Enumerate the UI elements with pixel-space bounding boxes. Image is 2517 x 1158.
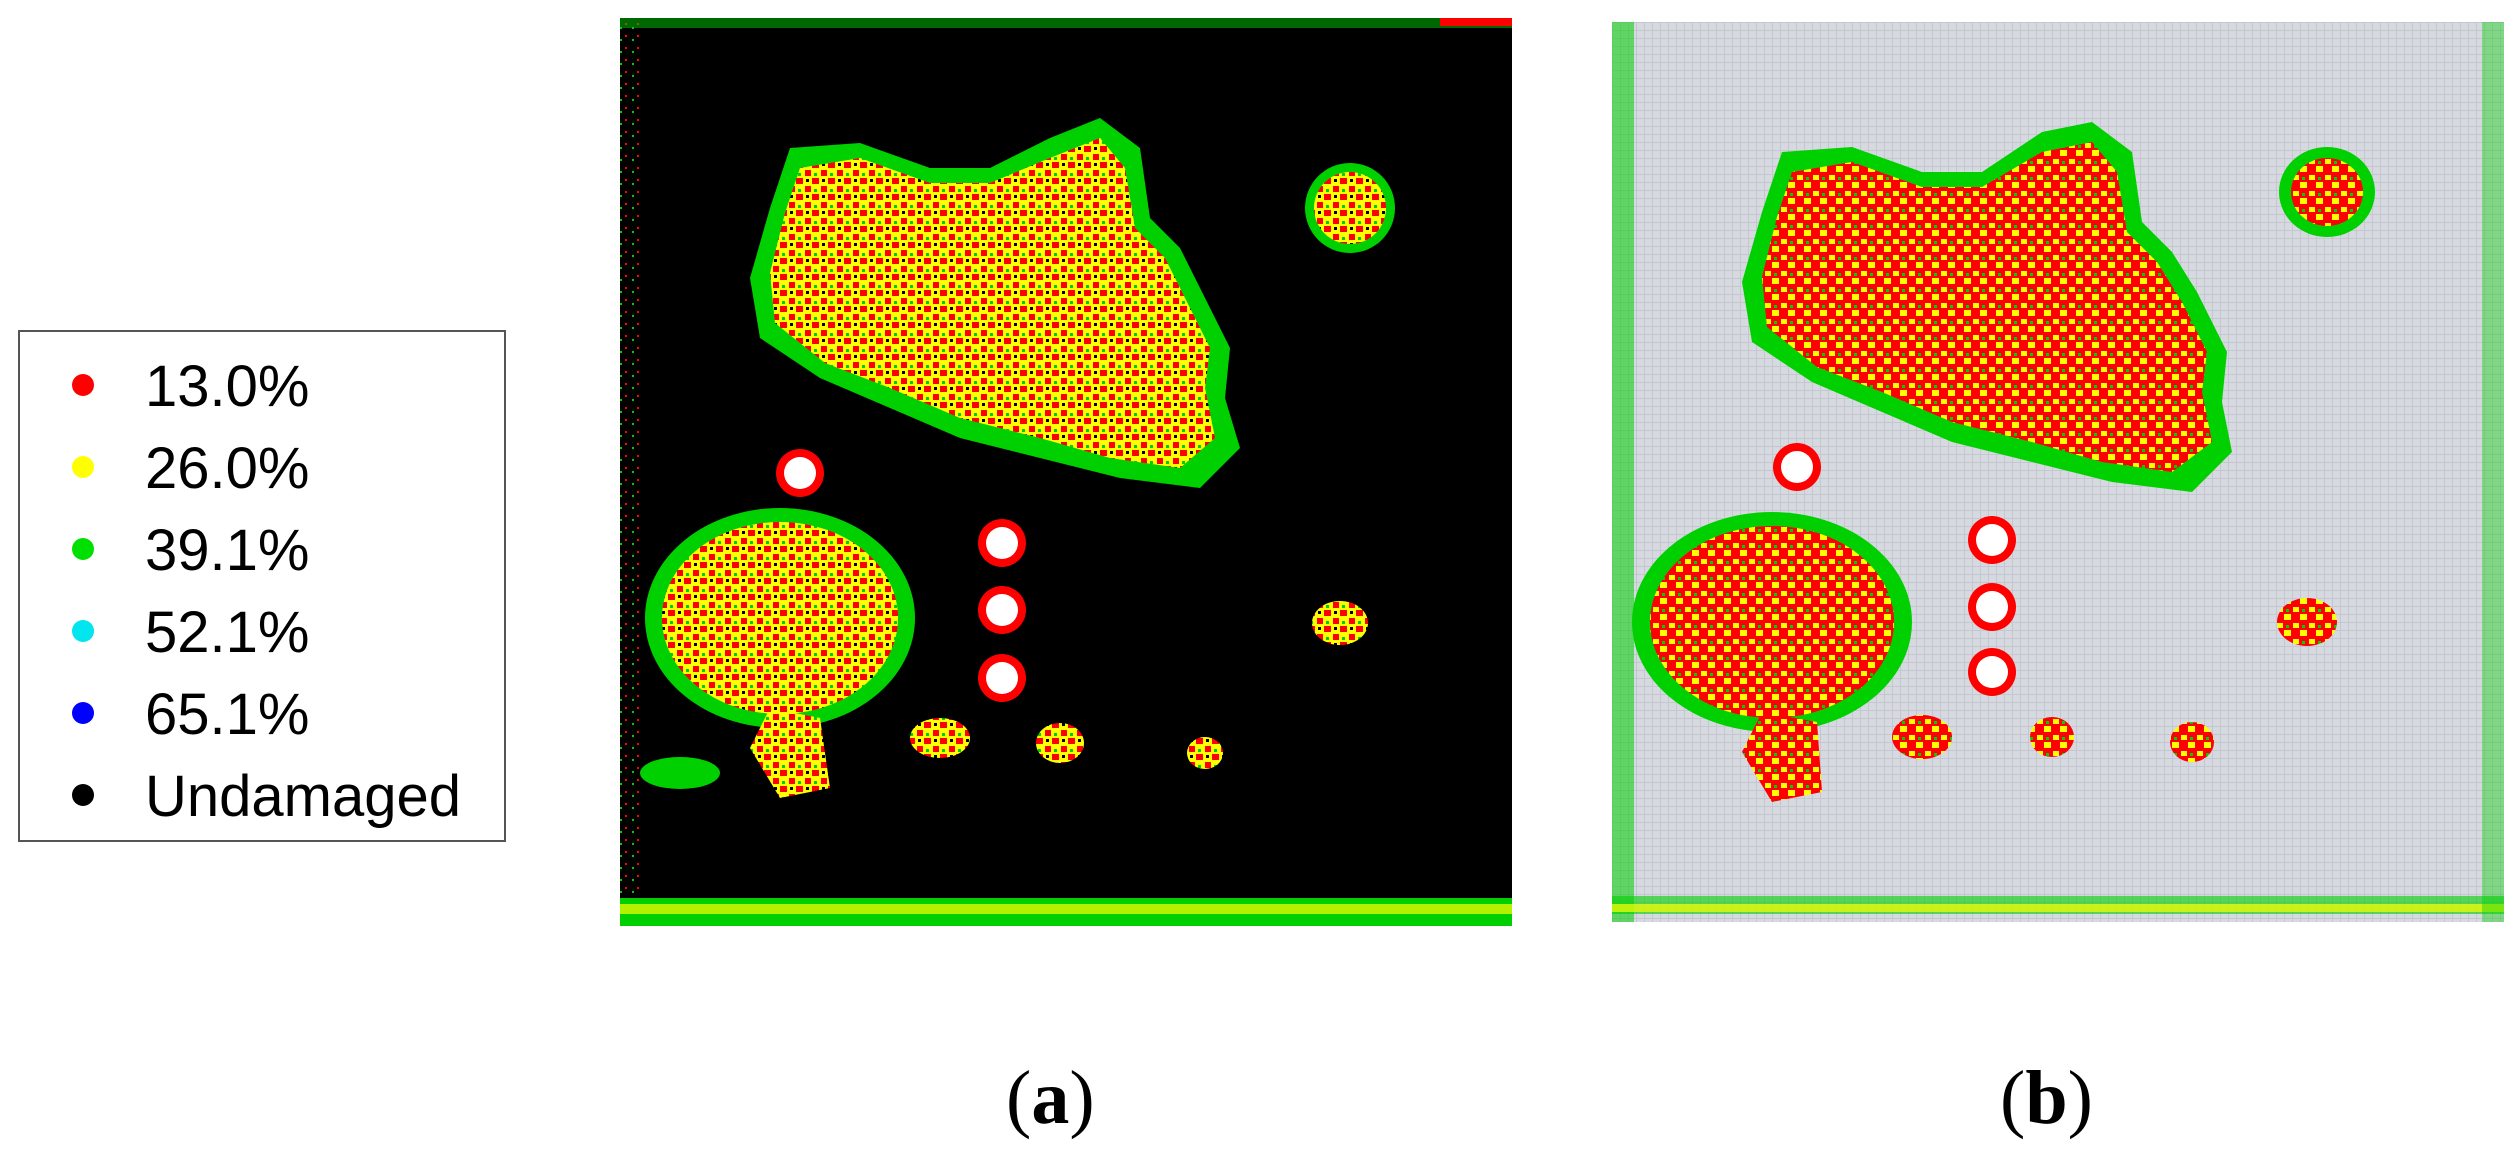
legend-dot-yellow — [72, 456, 94, 478]
edge-damage-top — [620, 18, 1512, 28]
legend-item-65: 65.1% — [20, 678, 504, 750]
damage-spot — [1187, 737, 1223, 769]
damage-legend: 13.0% 26.0% 39.1% 52.1% 65.1% Undamaged — [18, 330, 506, 842]
hole-marker — [978, 519, 1026, 567]
damage-spot — [2030, 717, 2074, 757]
caption-paren-open: ( — [1006, 1056, 1032, 1140]
hole-marker — [776, 449, 824, 497]
legend-label: 65.1% — [145, 682, 310, 747]
damage-map-panel-b — [1612, 22, 2504, 922]
legend-item-39: 39.1% — [20, 514, 504, 586]
damage-region-lower-left-core — [1650, 526, 1894, 718]
damage-spot — [640, 757, 720, 789]
damage-spot — [910, 718, 970, 758]
panel-a-caption: (a) — [1006, 1058, 1095, 1138]
hole-marker — [978, 654, 1026, 702]
damage-region-top-right-core — [2291, 158, 2363, 226]
caption-letter: a — [1031, 1056, 1070, 1140]
legend-dot-cyan — [72, 620, 94, 642]
legend-label: 39.1% — [145, 518, 310, 583]
hole-marker — [1968, 583, 2016, 631]
legend-item-52: 52.1% — [20, 596, 504, 668]
legend-item-13: 13.0% — [20, 350, 504, 422]
edge-damage-top-red — [1440, 18, 1512, 26]
legend-label: 52.1% — [145, 600, 310, 665]
legend-label: 26.0% — [145, 436, 310, 501]
hole-marker — [1968, 648, 2016, 696]
damage-spot — [2170, 722, 2214, 762]
edge-damage-bottom-yellow — [1612, 904, 2504, 912]
caption-paren-close: ) — [1069, 1056, 1095, 1140]
edge-damage-bottom-yellow — [620, 904, 1512, 914]
edge-damage-right — [2482, 22, 2504, 922]
legend-item-undamaged: Undamaged — [20, 760, 504, 832]
damage-region-large-core — [1762, 142, 2212, 472]
legend-label: 13.0% — [145, 354, 310, 419]
hole-marker — [1773, 443, 1821, 491]
legend-item-26: 26.0% — [20, 432, 504, 504]
panel-b-caption: (b) — [2000, 1058, 2093, 1138]
legend-dot-blue — [72, 702, 94, 724]
damage-region-lower-left-core — [662, 522, 898, 714]
legend-dot-black — [72, 784, 94, 806]
caption-paren-close: ) — [2067, 1056, 2093, 1140]
caption-paren-open: ( — [2000, 1056, 2026, 1140]
damage-region-lower-left-tail — [750, 708, 830, 798]
damage-spot — [2277, 598, 2337, 646]
damage-region-large-core — [770, 138, 1215, 468]
hole-marker — [1968, 516, 2016, 564]
damage-spot — [1312, 601, 1368, 645]
damage-spot — [1892, 715, 1952, 759]
damage-region-lower-left-tail — [1742, 712, 1822, 802]
hole-marker — [978, 586, 1026, 634]
edge-damage-left — [620, 18, 644, 926]
damage-region-top-right-core — [1314, 172, 1386, 244]
edge-damage-left — [1612, 22, 1634, 922]
caption-letter: b — [2025, 1056, 2068, 1140]
damage-spot — [1036, 723, 1084, 763]
legend-dot-green — [72, 538, 94, 560]
legend-dot-red — [72, 374, 94, 396]
legend-label: Undamaged — [145, 764, 461, 829]
damage-map-panel-a — [620, 18, 1512, 926]
